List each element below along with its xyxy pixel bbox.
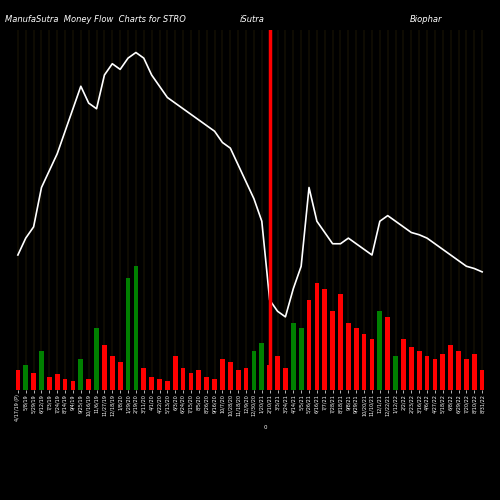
Text: iSutra: iSutra	[240, 15, 265, 24]
Bar	[157, 379, 162, 390]
Bar	[268, 365, 272, 390]
Bar	[401, 340, 406, 390]
Bar	[181, 368, 186, 390]
Bar	[102, 345, 107, 390]
Bar	[417, 350, 422, 390]
Bar	[275, 356, 280, 390]
Bar	[165, 381, 170, 390]
Bar	[393, 356, 398, 390]
Bar	[188, 373, 194, 390]
Bar	[378, 311, 382, 390]
Bar	[86, 379, 91, 390]
Text: ManufaSutra  Money Flow  Charts for STRO: ManufaSutra Money Flow Charts for STRO	[5, 15, 186, 24]
Bar	[228, 362, 232, 390]
Bar	[236, 370, 240, 390]
Bar	[283, 368, 288, 390]
Bar	[70, 381, 76, 390]
Bar	[196, 370, 201, 390]
Bar	[78, 358, 83, 390]
Bar	[464, 358, 469, 390]
Bar	[47, 376, 52, 390]
Bar	[448, 345, 453, 390]
Bar	[354, 328, 358, 390]
Bar	[126, 278, 130, 390]
Bar	[39, 350, 44, 390]
Bar	[291, 322, 296, 390]
Bar	[346, 322, 350, 390]
Bar	[204, 376, 209, 390]
Bar	[409, 347, 414, 390]
Bar	[118, 362, 122, 390]
Bar	[472, 354, 476, 390]
Bar	[432, 358, 438, 390]
Text: 0: 0	[264, 426, 268, 430]
Bar	[260, 343, 264, 390]
Bar	[314, 283, 319, 390]
Bar	[31, 373, 36, 390]
Bar	[173, 356, 178, 390]
Bar	[370, 340, 374, 390]
Bar	[362, 334, 366, 390]
Bar	[306, 300, 312, 390]
Bar	[220, 358, 225, 390]
Bar	[386, 317, 390, 390]
Bar	[212, 379, 217, 390]
Bar	[16, 370, 20, 390]
Text: Biophar: Biophar	[410, 15, 442, 24]
Bar	[252, 350, 256, 390]
Bar	[244, 368, 248, 390]
Bar	[150, 376, 154, 390]
Bar	[299, 328, 304, 390]
Bar	[330, 311, 335, 390]
Bar	[322, 289, 327, 390]
Bar	[94, 328, 99, 390]
Bar	[338, 294, 343, 390]
Bar	[24, 365, 28, 390]
Bar	[480, 370, 484, 390]
Bar	[55, 374, 60, 390]
Bar	[110, 356, 114, 390]
Bar	[440, 354, 445, 390]
Bar	[424, 356, 430, 390]
Bar	[134, 266, 138, 390]
Bar	[142, 368, 146, 390]
Bar	[456, 350, 461, 390]
Bar	[62, 379, 68, 390]
